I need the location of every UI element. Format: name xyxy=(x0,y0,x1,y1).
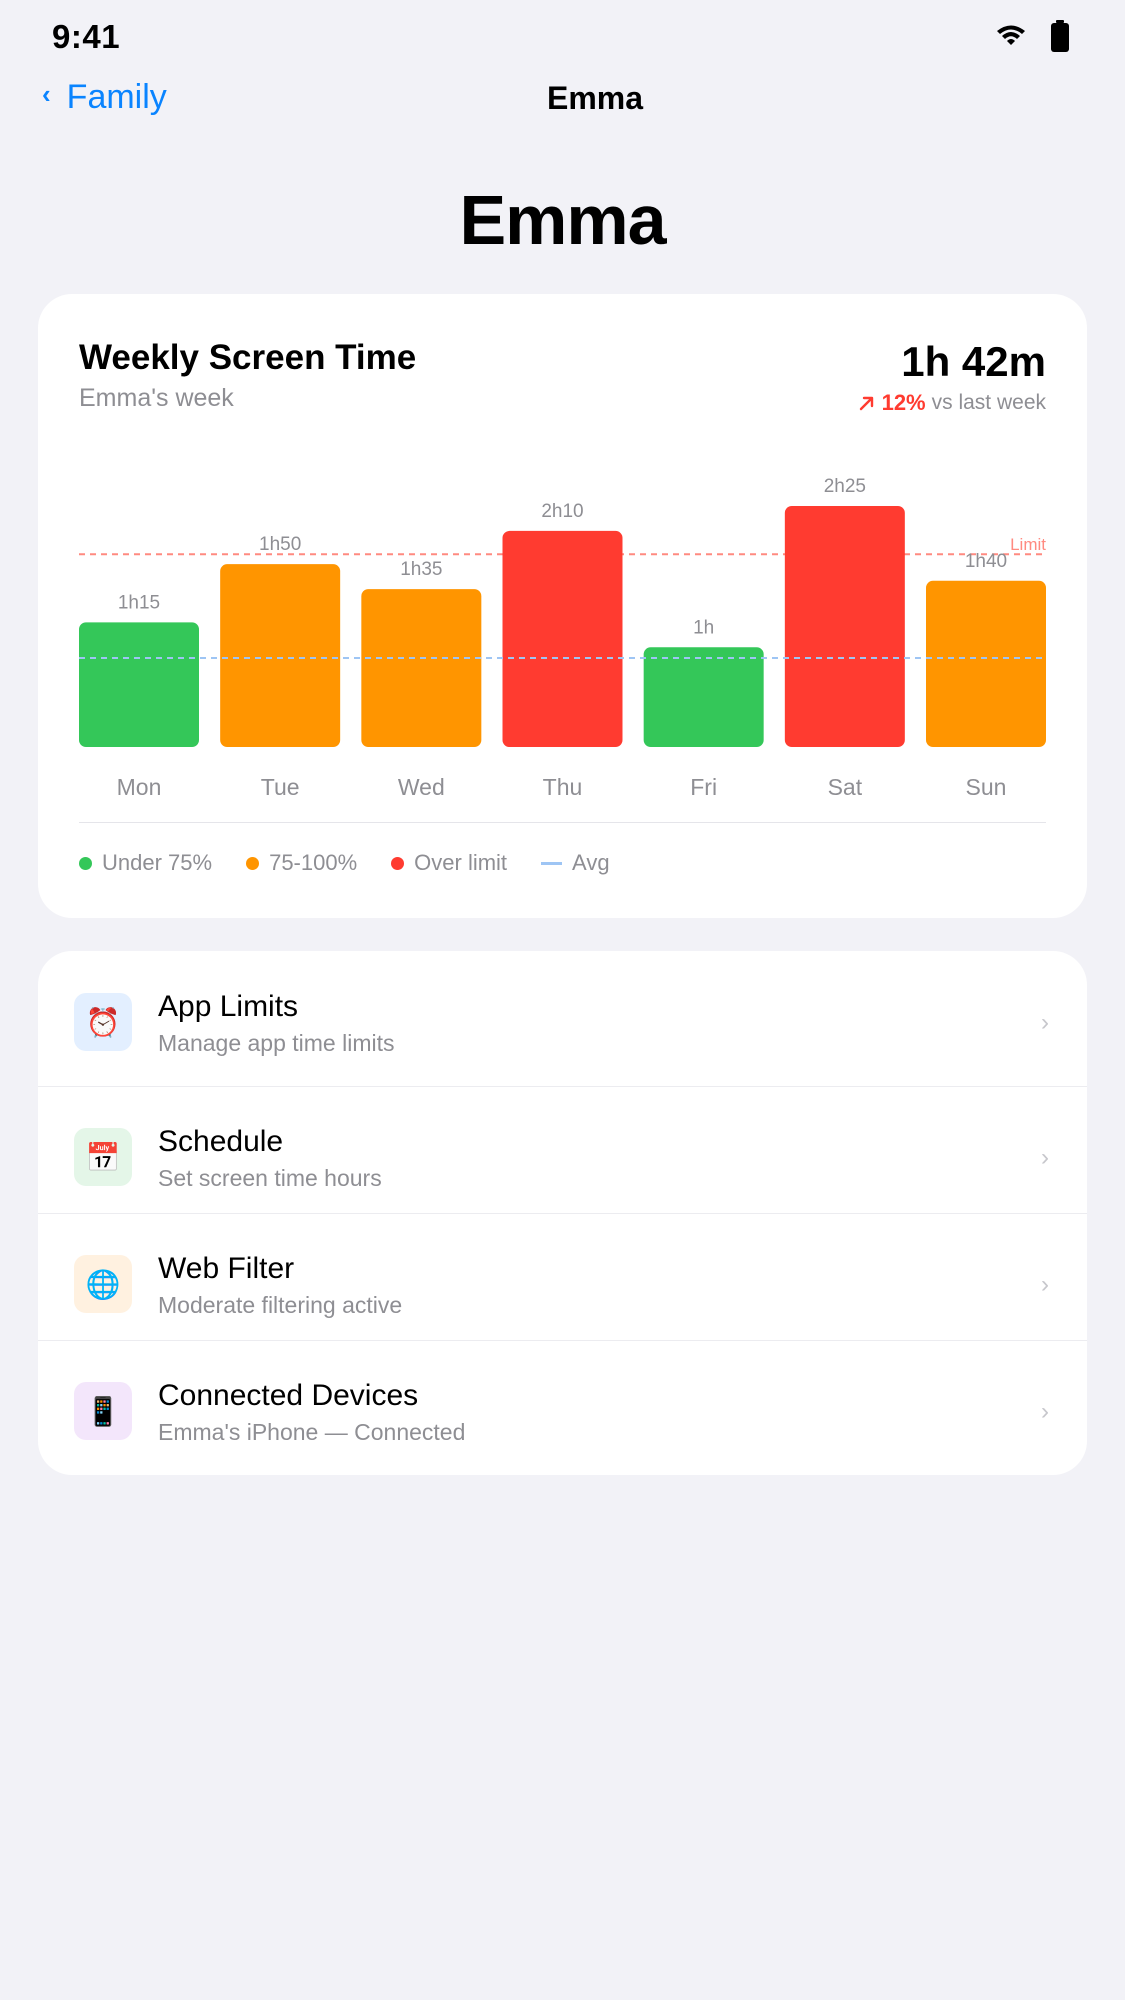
bar-tue xyxy=(220,564,341,747)
legend-under-label: Under 75% xyxy=(102,850,213,875)
back-button[interactable]: ‹ Family xyxy=(42,78,167,117)
x-tick-label: Wed xyxy=(398,774,445,800)
menu-row-title: App Limits xyxy=(158,990,299,1023)
chart-divider xyxy=(79,822,1046,823)
settings-menu: ⏰ App Limits Manage app time limits › 📅 … xyxy=(38,951,1087,1475)
globe-icon: 🌐 xyxy=(74,1255,132,1313)
nav-bar: ‹ Family Emma xyxy=(0,78,1125,122)
x-tick-label: Mon xyxy=(117,774,162,800)
chart-legend: Under 75% 75-100% Over limit Avg xyxy=(79,850,610,876)
bar-value-label: 1h50 xyxy=(259,534,301,555)
page-title: Emma xyxy=(459,181,666,259)
bar-fri xyxy=(643,647,764,747)
bar-sat xyxy=(784,506,905,747)
chevron-right-icon: › xyxy=(1041,1144,1049,1171)
chart-title: Weekly Screen Time xyxy=(79,338,417,377)
row-divider xyxy=(38,1340,1087,1341)
x-tick-label: Sat xyxy=(828,774,863,800)
chart-subtitle: Emma's week xyxy=(79,384,234,412)
menu-row-connected-devices[interactable]: 📱 Connected Devices Emma's iPhone — Conn… xyxy=(38,1340,1087,1467)
menu-row-title: Connected Devices xyxy=(158,1379,419,1412)
bar-wed xyxy=(361,589,482,747)
chevron-right-icon: › xyxy=(1041,1271,1049,1298)
legend-dot-red xyxy=(391,856,405,870)
weekly-screen-time-card: Weekly Screen Time Emma's week 1h 42m 12… xyxy=(38,294,1087,918)
weekly-change: 12% vs last week xyxy=(858,390,1046,416)
status-icons xyxy=(997,20,1069,52)
legend-dot-orange xyxy=(246,856,260,870)
status-bar: 9:41 xyxy=(0,0,1125,78)
menu-row-title: Schedule xyxy=(158,1125,284,1158)
row-divider xyxy=(38,1086,1087,1087)
legend-under: Under 75% xyxy=(79,850,212,876)
chevron-left-icon: ‹ xyxy=(42,79,51,109)
battery-icon xyxy=(1051,20,1069,52)
legend-avg-line xyxy=(541,861,563,865)
status-time: 9:41 xyxy=(52,18,121,55)
change-percent: 12% xyxy=(881,390,926,415)
legend-avg-label: Avg xyxy=(572,850,610,875)
chevron-right-icon: › xyxy=(1041,1009,1049,1036)
x-tick-label: Fri xyxy=(690,774,717,800)
x-tick-label: Sun xyxy=(966,774,1007,800)
back-label: Family xyxy=(66,78,167,116)
change-text: vs last week xyxy=(931,391,1046,414)
menu-row-app-limits[interactable]: ⏰ App Limits Manage app time limits › xyxy=(38,951,1087,1078)
calendar-icon: 📅 xyxy=(74,1128,132,1186)
bar-thu xyxy=(502,530,623,747)
phone-icon: 📱 xyxy=(74,1382,132,1440)
menu-row-web-filter[interactable]: 🌐 Web Filter Moderate filtering active › xyxy=(38,1213,1087,1340)
bar-sun xyxy=(926,580,1046,747)
menu-row-subtitle: Emma's iPhone — Connected xyxy=(158,1419,466,1445)
menu-row-subtitle: Manage app time limits xyxy=(158,1030,395,1056)
legend-dot-green xyxy=(79,856,92,870)
x-tick-label: Thu xyxy=(543,774,583,800)
chevron-right-icon: › xyxy=(1041,1398,1049,1425)
legend-mid: 75-100% xyxy=(246,850,357,876)
bar-value-label: 2h25 xyxy=(824,476,866,497)
bar-value-label: 1h15 xyxy=(118,592,160,613)
bar-value-label: 1h35 xyxy=(400,559,442,580)
total-screen-time: 1h 42m xyxy=(901,338,1046,385)
bar-mon xyxy=(79,622,199,747)
arrow-up-right-icon xyxy=(859,396,873,411)
bar-value-label: 1h40 xyxy=(965,551,1007,572)
menu-row-subtitle: Moderate filtering active xyxy=(158,1292,403,1318)
alarm-clock-icon: ⏰ xyxy=(74,993,132,1051)
nav-title: Emma xyxy=(546,80,644,116)
menu-row-subtitle: Set screen time hours xyxy=(158,1165,382,1191)
menu-row-schedule[interactable]: 📅 Schedule Set screen time hours › xyxy=(38,1086,1087,1213)
row-divider xyxy=(38,1213,1087,1214)
wifi-icon xyxy=(997,25,1025,45)
bar-value-label: 2h10 xyxy=(541,501,583,522)
bar-value-label: 1h xyxy=(693,617,714,638)
legend-mid-label: 75-100% xyxy=(269,850,358,875)
legend-over: Over limit xyxy=(391,850,507,876)
menu-row-title: Web Filter xyxy=(158,1252,295,1285)
legend-over-label: Over limit xyxy=(414,850,508,875)
bar-chart: 1h15 Mon 1h50 Tue 1h35 Wed 2h10 Thu 1h Fri 2h25 Sat… xyxy=(79,476,1046,800)
legend-avg: Avg xyxy=(541,850,610,876)
x-tick-label: Tue xyxy=(261,774,300,800)
limit-label: Limit xyxy=(1010,535,1046,554)
